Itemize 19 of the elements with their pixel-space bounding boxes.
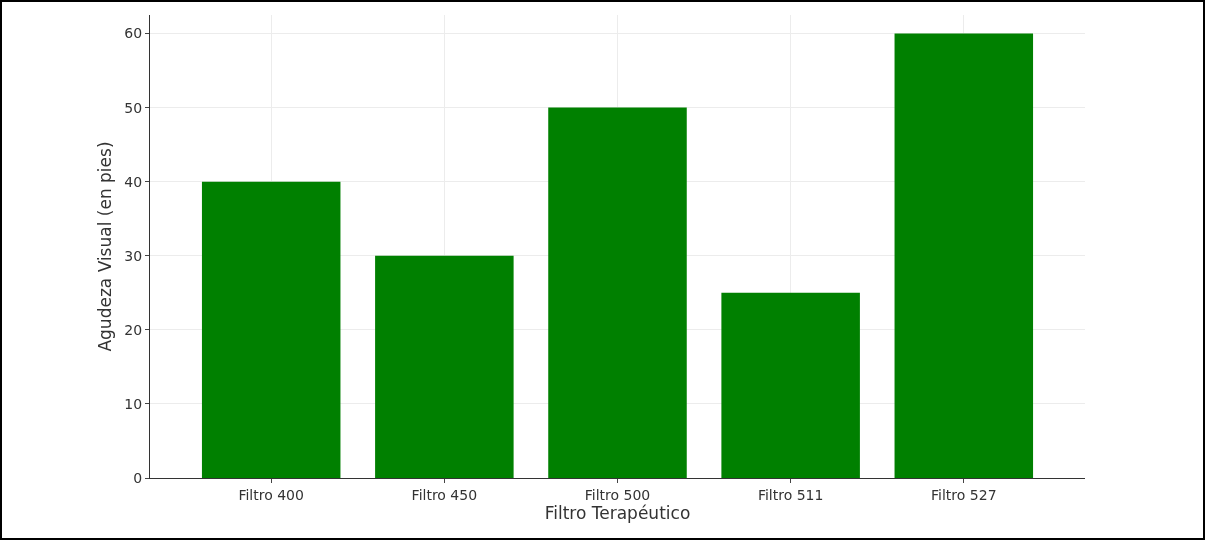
- bar: [201, 181, 341, 478]
- x-tick-label: Filtro 500: [584, 486, 651, 503]
- x-tick-label: Filtro 527: [931, 486, 997, 503]
- y-tick-label: 0: [133, 469, 143, 486]
- y-tick-label: 40: [124, 173, 143, 190]
- y-tick-label: 50: [124, 99, 143, 116]
- y-tick-label: 30: [124, 247, 143, 264]
- bar: [375, 255, 514, 478]
- y-tick-label: 10: [124, 395, 143, 412]
- y-axis-title: Agudeza Visual (en pies): [94, 141, 115, 352]
- x-tick-label: Filtro 400: [238, 486, 304, 503]
- bar: [721, 292, 860, 478]
- bar: [548, 107, 687, 478]
- x-axis-title: Filtro Terapéutico: [544, 502, 691, 523]
- x-tick-label: Filtro 511: [757, 486, 824, 503]
- x-tick-label: Filtro 450: [411, 486, 478, 503]
- y-tick-label: 60: [124, 25, 143, 42]
- y-tick-label: 20: [124, 321, 143, 338]
- bar: [894, 33, 1034, 478]
